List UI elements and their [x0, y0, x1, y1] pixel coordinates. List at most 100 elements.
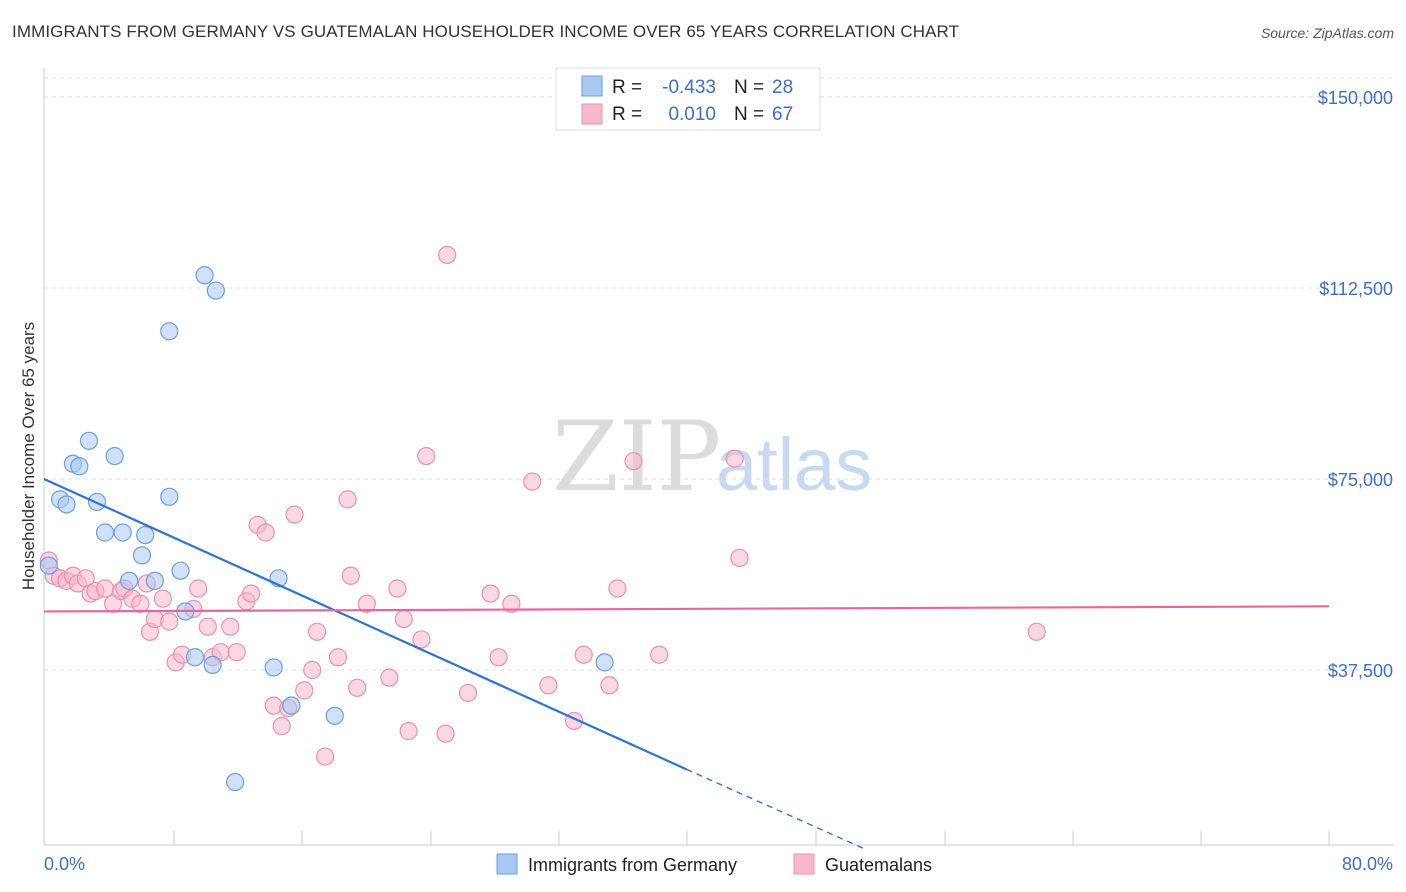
data-point [328, 648, 348, 667]
data-point [608, 579, 627, 598]
data-point [303, 660, 322, 680]
x-ticks [173, 831, 1330, 845]
data-point [436, 724, 455, 743]
data-point [357, 594, 376, 613]
y-tick-label: $37,500 [1328, 661, 1393, 681]
bottom-legend-label-germany: Immigrants from Germany [528, 855, 737, 875]
data-point [160, 612, 179, 631]
data-point [145, 571, 164, 590]
data-point [221, 617, 240, 636]
data-point [282, 696, 301, 715]
data-point [539, 676, 558, 695]
legend-r-value-guatemalans: 0.010 [668, 104, 716, 125]
series-germany [39, 266, 614, 792]
chart-title: IMMIGRANTS FROM GERMANY VS GUATEMALAN HO… [12, 22, 960, 41]
data-point [481, 584, 500, 603]
y-tick-label: $75,000 [1328, 470, 1393, 490]
data-point [206, 281, 225, 300]
legend-r-label-guatemalans: R = [612, 104, 642, 125]
data-point [574, 645, 593, 664]
trend-line-guatemalans [43, 605, 1330, 613]
y-tick-label: $112,500 [1319, 279, 1393, 299]
data-point [195, 266, 214, 285]
legend-r-value-germany: -0.433 [662, 77, 716, 98]
data-point [256, 523, 275, 542]
data-point [131, 594, 150, 613]
data-point [438, 245, 457, 264]
data-point [113, 523, 132, 542]
data-point [226, 772, 245, 792]
data-point [264, 658, 283, 677]
trend-line-germany-extension [686, 768, 864, 849]
legend-swatch-guatemalans [581, 103, 603, 125]
data-point [394, 609, 413, 629]
data-point [502, 594, 521, 613]
x-tick-label-0: 0.0% [44, 854, 85, 874]
data-point [153, 589, 172, 608]
data-point [198, 617, 217, 636]
data-point [39, 556, 58, 575]
axes [43, 68, 1393, 846]
bottom-legend-swatch-guatemalans [793, 853, 815, 875]
bottom-legend-label-guatemalans: Guatemalans [825, 855, 932, 875]
bottom-legend: Immigrants from Germany Guatemalans [496, 853, 932, 875]
data-point [242, 584, 261, 603]
trend-lines [43, 477, 1330, 849]
data-point [458, 683, 478, 703]
gridlines [44, 77, 1393, 671]
y-tick-label: $150,000 [1318, 88, 1393, 108]
data-point [600, 676, 619, 695]
data-point [95, 579, 115, 598]
data-point [70, 457, 89, 476]
data-point [325, 706, 344, 725]
data-point [79, 431, 99, 450]
data-point [338, 490, 357, 509]
data-point [160, 487, 179, 506]
data-point [348, 678, 367, 697]
data-point [203, 655, 222, 675]
x-tick-label-80: 80.0% [1342, 854, 1393, 874]
data-point [285, 505, 304, 524]
legend-n-label-guatemalans: N = [734, 104, 764, 125]
data-point [523, 472, 542, 491]
data-point [388, 579, 407, 598]
legend: R = -0.433 N = 28 R = 0.010 N = 67 [555, 67, 821, 131]
data-point [95, 523, 115, 542]
legend-swatch-germany [581, 75, 603, 97]
series-guatemalans [39, 245, 1046, 766]
data-point [160, 322, 179, 341]
legend-n-value-germany: 28 [772, 77, 793, 98]
bottom-legend-swatch-germany [496, 853, 518, 875]
data-point [136, 525, 155, 545]
data-point [399, 722, 418, 741]
legend-n-value-guatemalans: 67 [772, 104, 793, 125]
legend-r-label-germany: R = [612, 77, 642, 98]
data-point [57, 495, 76, 514]
data-point [624, 452, 643, 471]
legend-n-label-germany: N = [734, 77, 764, 98]
y-axis-label: Householder Income Over 65 years [19, 322, 38, 590]
data-point [189, 579, 208, 598]
data-point [341, 566, 360, 585]
source-credit: Source: ZipAtlas.com [1260, 25, 1394, 41]
data-point [272, 716, 291, 736]
data-point [315, 747, 335, 766]
data-point [307, 622, 327, 641]
data-point [1027, 622, 1046, 641]
data-point [295, 681, 314, 700]
watermark-atlas: atlas [716, 423, 872, 506]
data-point [725, 449, 744, 468]
data-point [105, 446, 124, 466]
data-point [412, 630, 431, 649]
data-point [185, 648, 205, 667]
data-point [730, 548, 749, 568]
data-point [380, 668, 399, 687]
data-point [171, 561, 190, 580]
data-point [595, 653, 614, 672]
data-point [650, 645, 669, 664]
data-point [489, 648, 508, 667]
data-point [227, 643, 246, 662]
trend-line-germany [43, 477, 687, 771]
data-point [120, 571, 139, 590]
